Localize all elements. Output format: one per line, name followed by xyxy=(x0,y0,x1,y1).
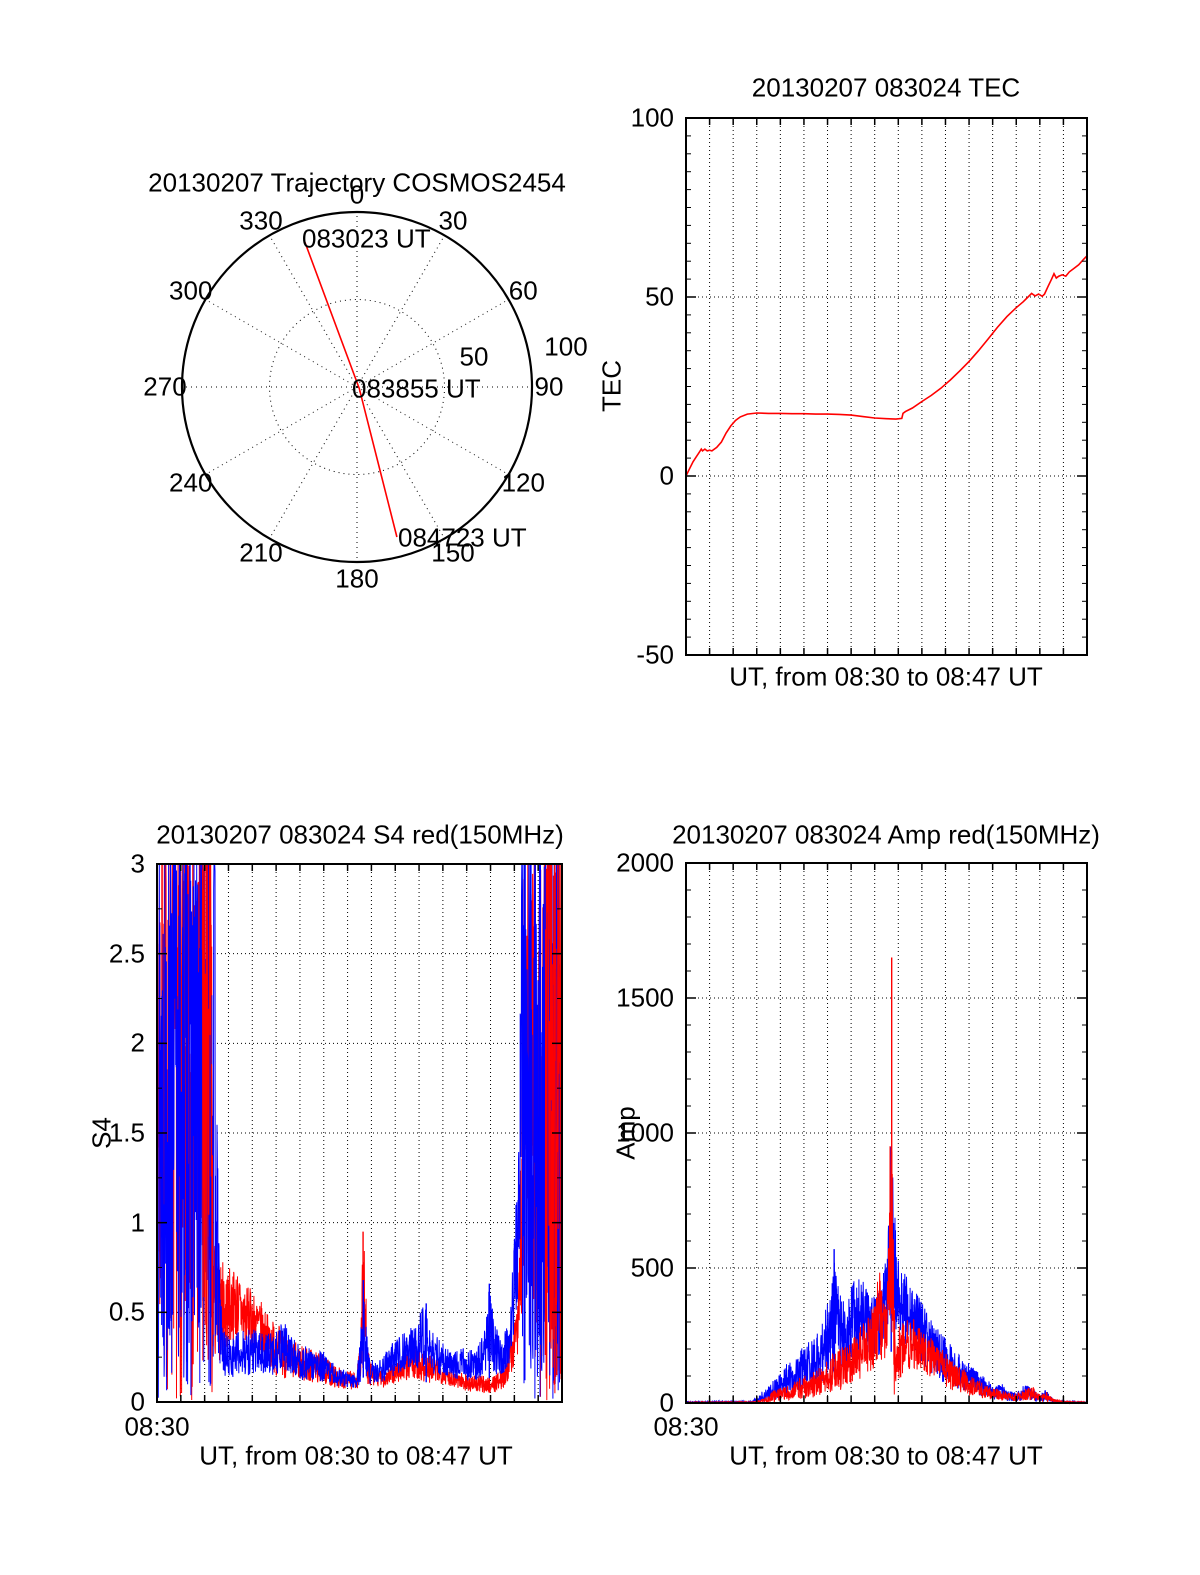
trajectory-polar-plot xyxy=(180,210,534,564)
azimuth-label: 240 xyxy=(169,467,213,498)
y-tick-label: 0 xyxy=(659,460,674,491)
tec-y-axis-label: TEC xyxy=(596,360,627,412)
y-tick-label: 0 xyxy=(130,1386,145,1417)
y-tick-label: 2000 xyxy=(616,847,674,878)
s4-x-axis-label: UT, from 08:30 to 08:47 UT xyxy=(199,1440,513,1471)
y-tick-label: -50 xyxy=(636,639,674,670)
tec-title: 20130207 083024 TEC xyxy=(751,72,1021,103)
y-tick-label: 2 xyxy=(130,1027,145,1058)
azimuth-label: 30 xyxy=(438,205,468,236)
trajectory-mid-time-annotation: 083855 UT xyxy=(352,373,481,404)
azimuth-label: 270 xyxy=(143,371,187,402)
azimuth-label: 120 xyxy=(501,467,545,498)
azimuth-label: 330 xyxy=(239,205,283,236)
y-tick-label: 1500 xyxy=(616,982,674,1013)
y-tick-label: 500 xyxy=(630,1252,674,1283)
amp-plot xyxy=(685,862,1088,1405)
azimuth-label: 90 xyxy=(534,371,564,402)
trajectory-end-time-annotation: 084723 UT xyxy=(398,522,527,553)
tec-plot xyxy=(685,117,1088,656)
azimuth-label: 0 xyxy=(349,179,365,210)
amp-x-tick-label: 08:30 xyxy=(653,1411,719,1442)
elevation-ring-label-50: 50 xyxy=(459,341,489,372)
s4-plot xyxy=(156,863,563,1403)
trajectory-title: 20130207 Trajectory COSMOS2454 xyxy=(148,167,566,198)
trajectory-start-time-annotation: 083023 UT xyxy=(302,223,431,254)
y-tick-label: 1 xyxy=(130,1207,145,1238)
azimuth-label: 60 xyxy=(508,275,538,306)
amp-x-axis-label: UT, from 08:30 to 08:47 UT xyxy=(729,1440,1043,1471)
y-tick-label: 2.5 xyxy=(108,938,145,969)
y-tick-label: 1.5 xyxy=(108,1117,145,1148)
amp-title: 20130207 083024 Amp red(150MHz) xyxy=(672,819,1100,850)
y-tick-label: 50 xyxy=(645,281,674,312)
y-tick-label: 3 xyxy=(130,848,145,879)
azimuth-label: 300 xyxy=(169,275,213,306)
y-tick-label: 0.5 xyxy=(108,1296,145,1327)
y-tick-label: 1000 xyxy=(616,1117,674,1148)
y-tick-label: 100 xyxy=(630,102,674,133)
azimuth-label: 150 xyxy=(431,537,475,568)
elevation-ring-label-100: 100 xyxy=(544,331,588,362)
tec-x-axis-label: UT, from 08:30 to 08:47 UT xyxy=(729,661,1043,692)
y-tick-label: 0 xyxy=(659,1387,674,1418)
s4-x-tick-label: 08:30 xyxy=(124,1411,190,1442)
s4-title: 20130207 083024 S4 red(150MHz) xyxy=(156,819,564,850)
azimuth-label: 210 xyxy=(239,537,283,568)
azimuth-label: 180 xyxy=(335,563,379,594)
